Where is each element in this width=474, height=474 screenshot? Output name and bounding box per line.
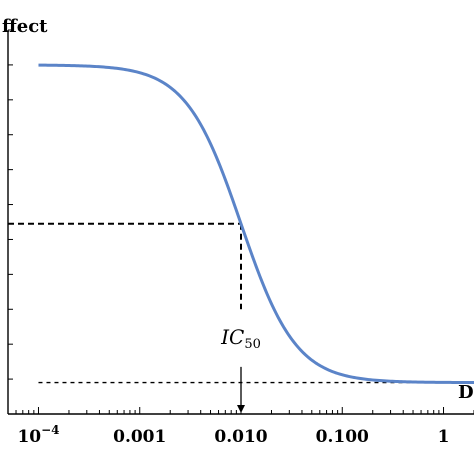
x-tick-label: 1 <box>438 427 450 447</box>
x-tick-label: 10−4 <box>17 423 59 447</box>
ic50-label: IC50 <box>220 325 261 352</box>
ic50-arrowhead <box>237 405 245 413</box>
dose-response-curve <box>38 63 474 385</box>
x-axis-label: D <box>458 382 474 403</box>
ic50-label-main: IC <box>220 325 244 349</box>
x-tick-label: 0.010 <box>214 427 267 447</box>
y-axis-label: ffect <box>2 16 48 37</box>
x-tick-label: 0.001 <box>113 427 166 447</box>
ic50-label-sub: 50 <box>244 337 261 352</box>
y-axis-ticks <box>8 29 13 415</box>
x-tick-label-exponent: −4 <box>41 423 59 437</box>
x-tick-label: 0.100 <box>316 427 369 447</box>
x-tick-label-base: 10 <box>17 427 41 447</box>
x-axis-tick-labels: 10−4 0.001 0.010 0.100 1 <box>17 423 449 447</box>
